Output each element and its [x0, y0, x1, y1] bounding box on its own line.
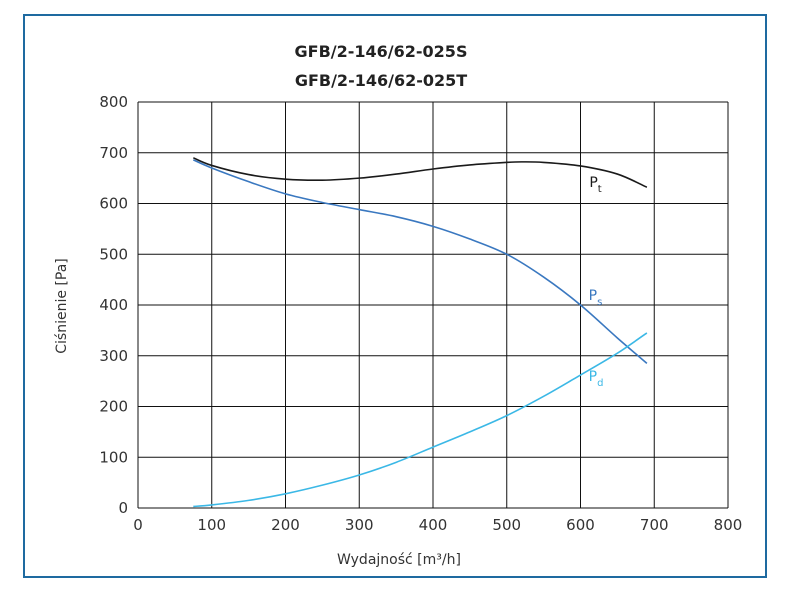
x-tick-label-2: 200: [271, 516, 300, 534]
x-tick-label-1: 100: [197, 516, 226, 534]
x-tick-label-3: 300: [345, 516, 374, 534]
x-tick-label-8: 800: [714, 516, 743, 534]
chart-grid: [137, 101, 729, 509]
x-axis-label: Wydajność [m³/h]: [337, 552, 461, 568]
y-tick-label-1: 100: [99, 448, 128, 466]
y-tick-label-0: 0: [118, 499, 128, 517]
series-line-ps: [192, 159, 648, 364]
x-tick-label-5: 500: [492, 516, 521, 534]
y-tick-label-8: 800: [99, 93, 128, 111]
series-label-ps: Ps: [589, 288, 603, 308]
series-line-pt: [192, 157, 648, 188]
series-labels: Pt Ps Pd: [589, 175, 604, 389]
series-label-pt: Pt: [589, 175, 601, 195]
chart-series: [192, 157, 648, 508]
y-tick-label-2: 200: [99, 398, 128, 416]
y-tick-label-6: 600: [99, 195, 128, 213]
y-tick-label-7: 700: [99, 144, 128, 162]
series-line-pd: [193, 332, 648, 508]
x-tick-label-0: 0: [133, 516, 143, 534]
chart-frame: 0 100 200 300 400 500 600 700 800 0 100 200 300 400 50…: [23, 14, 767, 578]
y-axis-label: Ciśnienie [Pa]: [54, 258, 70, 353]
chart-title-line-2: GFB/2-146/62-025T: [295, 71, 467, 90]
chart-title-line-1: GFB/2-146/62-025S: [295, 42, 468, 61]
series-label-pd: Pd: [589, 369, 604, 389]
x-tick-label-6: 600: [566, 516, 595, 534]
x-tick-label-4: 400: [419, 516, 448, 534]
chart-ticks: 0 100 200 300 400 500 600 700 800 0 100 200 300 400 50…: [99, 93, 742, 534]
x-tick-label-7: 700: [640, 516, 669, 534]
y-tick-label-3: 300: [99, 347, 128, 365]
y-tick-label-4: 400: [99, 296, 128, 314]
pressure-chart: 0 100 200 300 400 500 600 700 800 0 100 200 300 400 50…: [54, 42, 742, 568]
y-tick-label-5: 500: [99, 245, 128, 263]
